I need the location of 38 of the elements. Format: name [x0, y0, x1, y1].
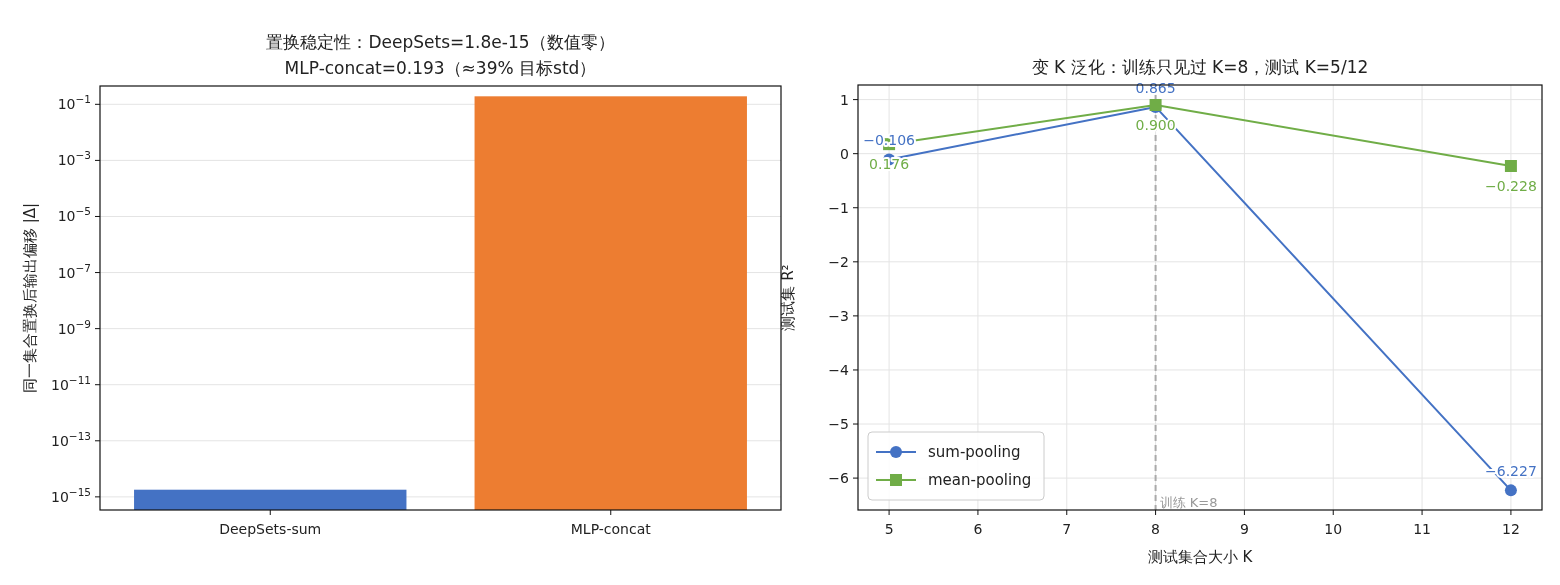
y-tick-label: −2	[828, 253, 849, 270]
y-tick-label: −1	[828, 199, 849, 216]
x-tick-label: 9	[1239, 521, 1249, 537]
x-tick-label: 11	[1413, 521, 1431, 537]
y-tick-label: −5	[828, 416, 849, 433]
y-axis-title: 测试集 R²	[779, 264, 797, 331]
x-tick-label: 10	[1324, 521, 1343, 537]
point	[1504, 484, 1517, 497]
point	[1504, 160, 1517, 172]
legend-label: sum-pooling	[928, 443, 1021, 461]
y-tick-label: −4	[828, 361, 850, 378]
y-tick-label: −6	[828, 470, 850, 487]
y-tick-label: 10$^{−7}$	[57, 261, 91, 281]
y-tick-label: 10$^{−11}$	[51, 373, 91, 393]
y-tick-label: 10$^{−5}$	[57, 205, 91, 225]
x-tick-label: DeepSets-sum	[219, 521, 322, 537]
data-label: −0.228	[1485, 178, 1537, 194]
ref-line-label: 训练 K=8	[1159, 495, 1218, 510]
x-tick-label: 8	[1151, 521, 1161, 537]
y-tick-label: 1	[840, 91, 849, 108]
x-tick-label: 5	[884, 521, 894, 537]
y-tick-label: 10$^{−3}$	[57, 149, 91, 169]
chart-title: 置换稳定性：DeepSets=1.8e-15（数值零） MLP-concat=0.193（≈39% 目标std）	[266, 32, 615, 78]
y-tick-label: 10$^{−13}$	[51, 429, 91, 449]
y-tick-label: 10$^{−9}$	[57, 317, 91, 337]
x-tick-label: 12	[1501, 521, 1520, 537]
data-label: 0.176	[869, 156, 910, 173]
x-axis-title: 测试集合大小 K	[1147, 548, 1254, 566]
y-tick-label: 10$^{−1}$	[57, 93, 91, 113]
y-tick-label: 10$^{−15}$	[51, 485, 91, 505]
legend-label: mean-pooling	[928, 471, 1032, 489]
y-axis-title: 同一集合置换后输出偏移 |Δ|	[21, 202, 39, 394]
y-tick-label: −3	[828, 307, 849, 324]
x-tick-label: MLP-concat	[570, 521, 652, 537]
x-tick-label: 6	[973, 521, 983, 537]
x-tick-label: 7	[1062, 521, 1072, 537]
chart-title: 变 K 泛化：训练只见过 K=8，测试 K=5/12	[1031, 57, 1369, 77]
y-tick-label: 0	[840, 145, 849, 162]
